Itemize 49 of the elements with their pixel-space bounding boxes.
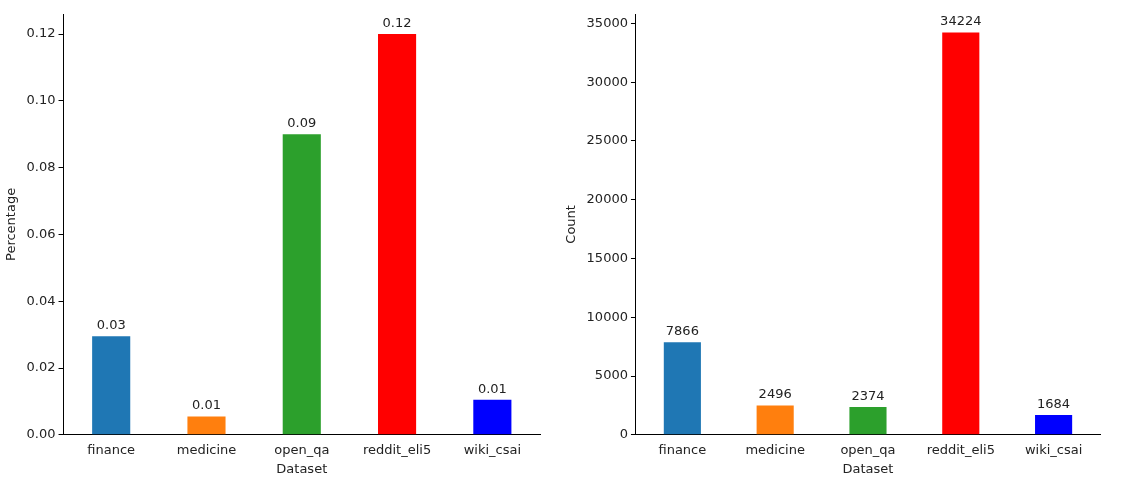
- x-tick-label: wiki_csai: [1024, 441, 1083, 457]
- y-tick-label: 0.06: [26, 225, 56, 241]
- data-label: 0.03: [96, 317, 126, 333]
- x-tick-label: reddit_eli5: [362, 441, 432, 457]
- x-tick-label: open_qa: [274, 441, 330, 457]
- y-tick-label: 0.02: [26, 359, 56, 375]
- data-label: 2496: [758, 386, 792, 402]
- y-tick-label: 25000: [586, 132, 628, 148]
- bar: [378, 34, 417, 435]
- x-tick-label: wiki_csai: [463, 441, 522, 457]
- data-label: 0.09: [287, 115, 317, 131]
- bar: [849, 406, 887, 435]
- y-tick-label: 35000: [586, 14, 628, 30]
- bar: [1035, 415, 1073, 435]
- x-axis-title: Dataset: [276, 460, 328, 476]
- bar: [187, 416, 226, 435]
- y-axis-title: Percentage: [3, 187, 19, 261]
- x-tick-label: medicine: [745, 441, 805, 457]
- data-label: 7866: [665, 323, 699, 339]
- y-tick-label: 20000: [586, 191, 628, 207]
- bar: [473, 399, 512, 435]
- bar: [942, 32, 980, 435]
- x-tick-label: reddit_eli5: [926, 441, 995, 457]
- y-tick-label: 30000: [586, 73, 628, 89]
- x-tick-label: medicine: [176, 441, 237, 457]
- x-tick-label: open_qa: [840, 441, 896, 457]
- bar: [663, 342, 701, 435]
- y-tick-label: 0.12: [26, 25, 56, 41]
- data-label: 1684: [1037, 395, 1071, 411]
- bar: [756, 405, 794, 435]
- y-tick-label: 0.08: [26, 159, 56, 174]
- x-axis-title: Dataset: [842, 460, 894, 476]
- data-label: 34224: [940, 13, 982, 29]
- x-tick-label: finance: [658, 441, 707, 457]
- y-tick-label: 15000: [586, 249, 628, 265]
- data-label: 0.01: [192, 397, 221, 413]
- y-tick-label: 0.10: [26, 92, 56, 108]
- bar: [92, 336, 131, 435]
- y-tick-label: 0: [619, 426, 628, 442]
- y-axis-title: Count: [563, 205, 579, 244]
- y-tick-label: 5000: [594, 367, 628, 383]
- data-label: 0.12: [382, 14, 412, 30]
- y-tick-label: 0.04: [26, 292, 56, 308]
- data-label: 2374: [851, 387, 885, 403]
- y-tick-label: 0.00: [26, 426, 56, 442]
- data-label: 0.01: [477, 380, 507, 396]
- x-tick-label: finance: [87, 441, 136, 457]
- bar: [282, 134, 321, 435]
- y-tick-label: 10000: [586, 308, 628, 324]
